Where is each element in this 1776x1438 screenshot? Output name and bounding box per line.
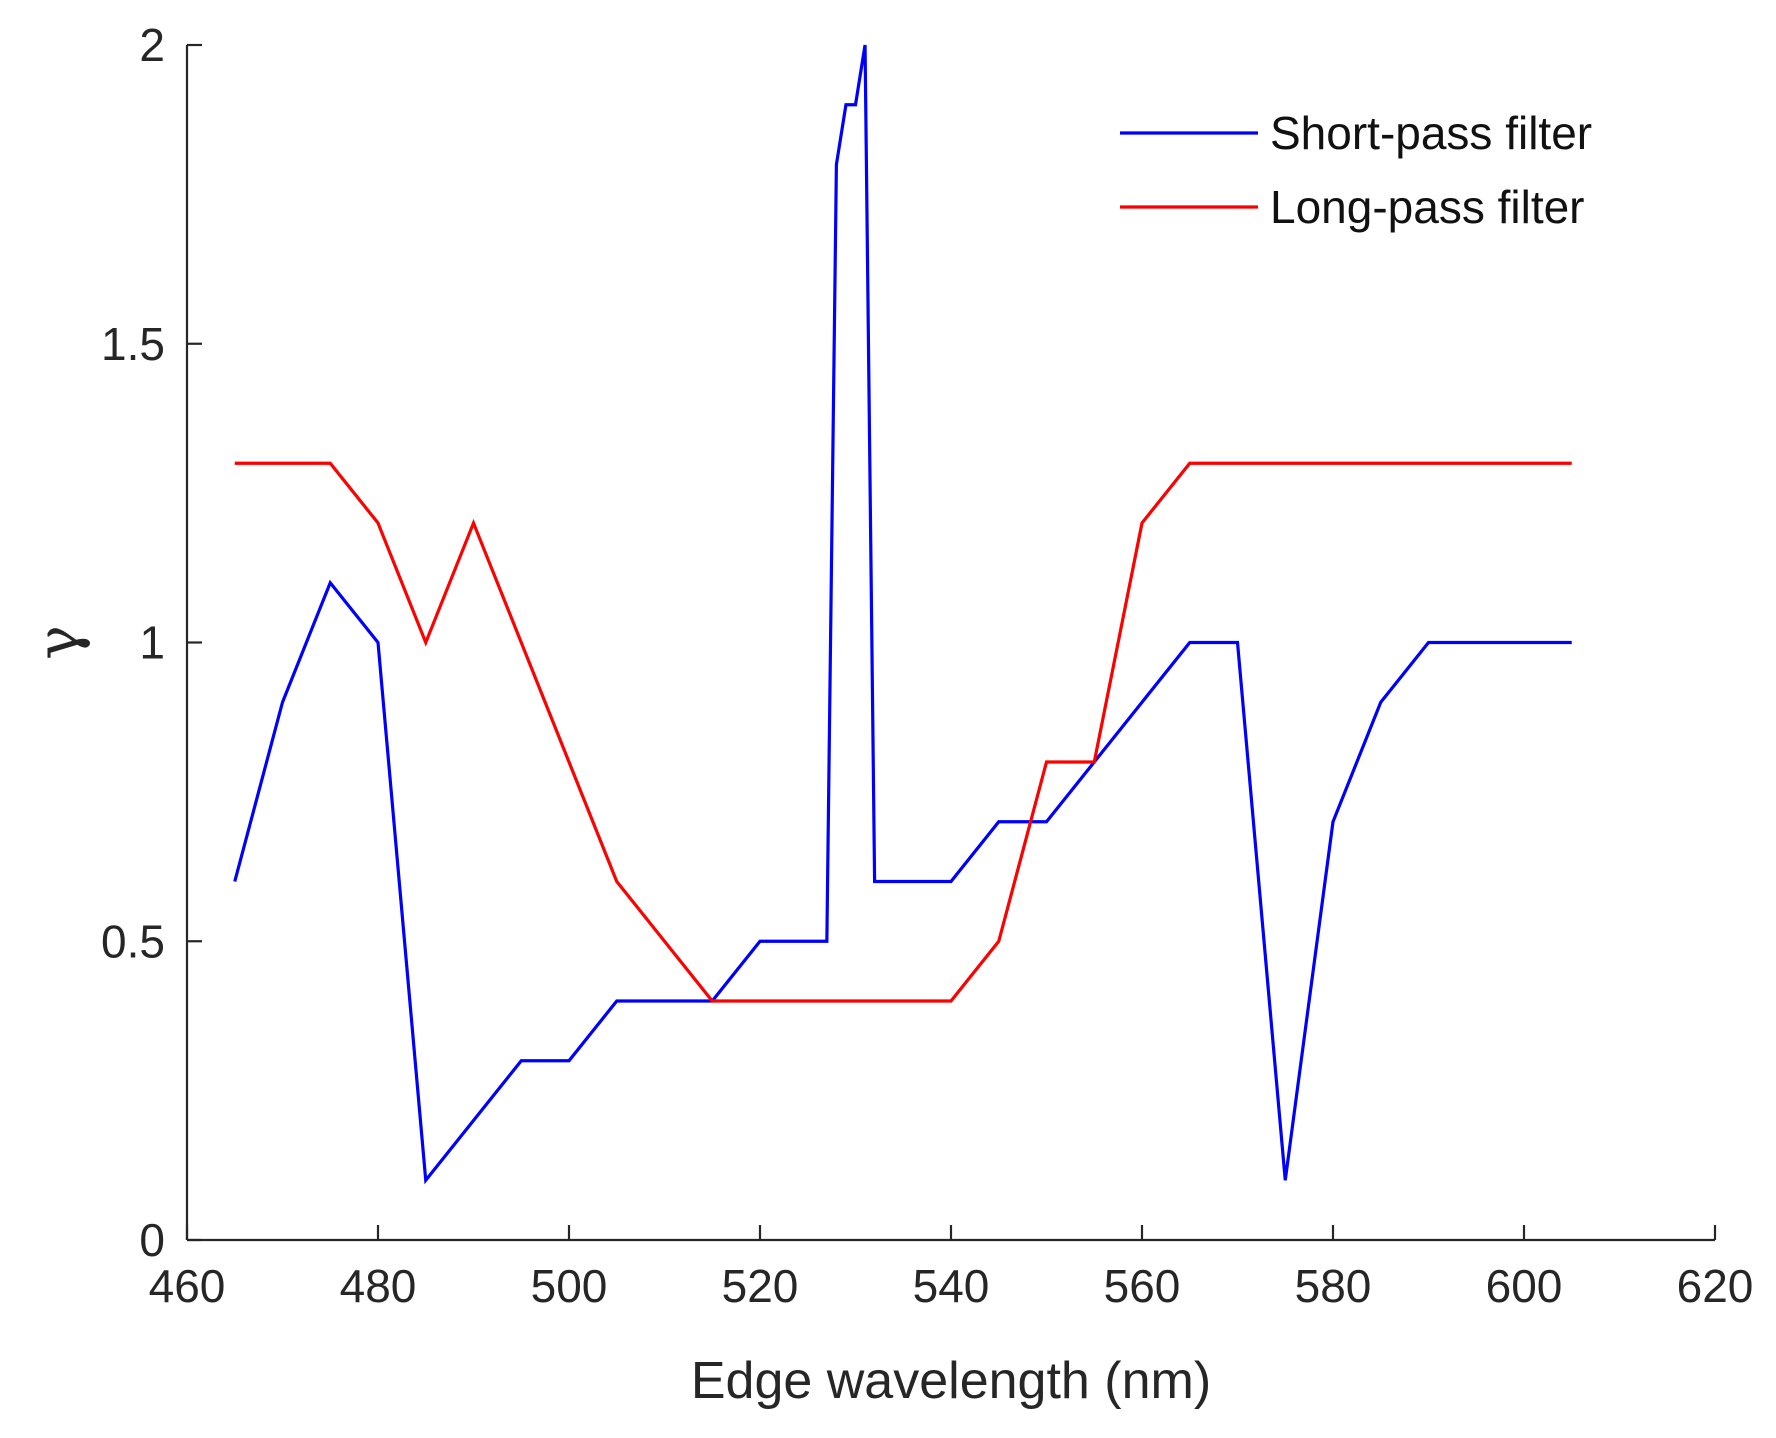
x-tick-label: 460 — [149, 1260, 226, 1312]
x-tick-label: 540 — [913, 1260, 990, 1312]
x-tick-label: 600 — [1486, 1260, 1563, 1312]
x-tick-label: 560 — [1104, 1260, 1181, 1312]
legend-label-short-pass: Short-pass filter — [1270, 107, 1592, 159]
x-tick-label: 580 — [1295, 1260, 1372, 1312]
y-axis-label: γ — [24, 625, 92, 660]
ticks-layer: 460 480 500 520 540 560 580 600 620 0 0.5 1 1.5 2 — [101, 19, 1753, 1312]
legend: Short-pass filter Long-pass filter — [1120, 107, 1592, 233]
x-tick-label: 620 — [1677, 1260, 1754, 1312]
series-line-long-pass — [234, 461, 1572, 1003]
y-tick-label: 1 — [139, 617, 165, 669]
x-tick-label: 500 — [531, 1260, 608, 1312]
x-tick-label: 480 — [340, 1260, 417, 1312]
x-tick-label: 520 — [722, 1260, 799, 1312]
legend-label-long-pass: Long-pass filter — [1270, 181, 1585, 233]
y-tick-label: 2 — [139, 19, 165, 71]
series-line-short-pass — [233, 44, 1572, 1185]
y-tick-label: 0.5 — [101, 915, 165, 967]
series-layer — [233, 44, 1572, 1185]
labels-layer: Edge wavelength (nm) γ — [24, 625, 1211, 1410]
y-tick-label: 1.5 — [101, 318, 165, 370]
y-tick-label: 0 — [139, 1214, 165, 1266]
x-axis-label: Edge wavelength (nm) — [691, 1352, 1211, 1410]
